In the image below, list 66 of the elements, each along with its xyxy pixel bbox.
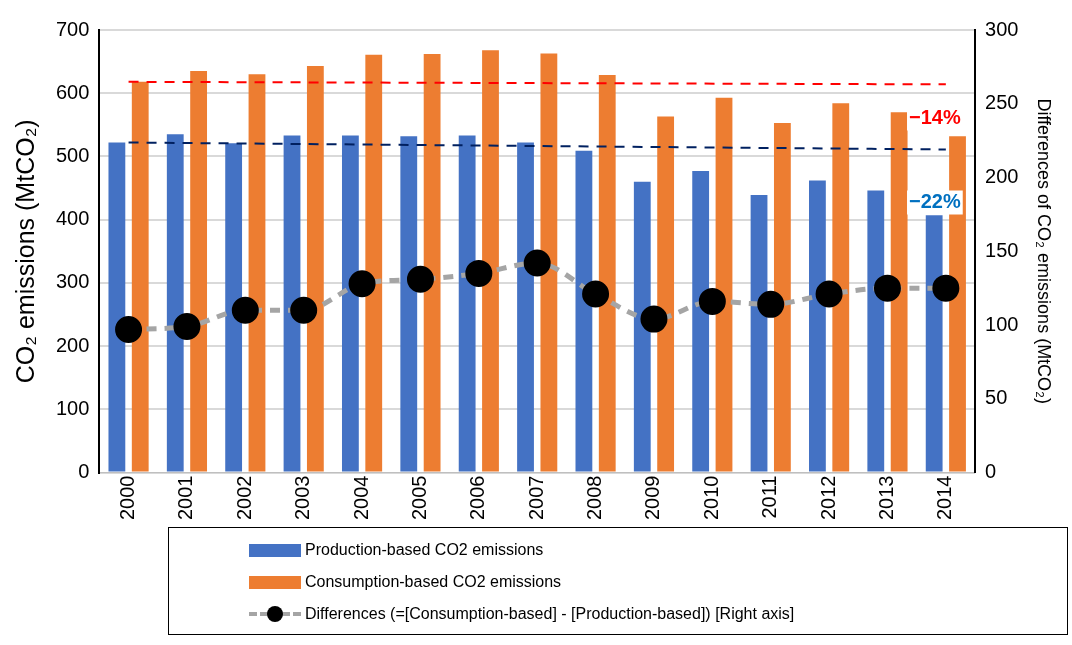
bar <box>166 134 184 472</box>
bar <box>809 180 826 472</box>
bar <box>750 194 768 472</box>
bar <box>190 71 208 472</box>
y2-axis-title: Differences of CO₂ emissions (MtCO₂) <box>1034 98 1055 405</box>
bar <box>715 97 733 472</box>
y2-tick-label: 300 <box>985 17 1019 40</box>
y-tick-label: 400 <box>55 207 90 230</box>
x-tick-label: 2003 <box>291 475 314 521</box>
y-axis-title: CO₂ emissions (MtCO₂) <box>10 119 39 384</box>
bar <box>306 66 324 472</box>
bar <box>283 135 301 472</box>
bar <box>657 116 675 472</box>
bar <box>540 53 558 472</box>
y2-tick-label: 50 <box>985 386 1008 409</box>
y-tick-label: 0 <box>78 460 90 483</box>
bar <box>341 135 359 472</box>
legend-label: Production-based CO2 emissions <box>305 541 544 559</box>
y-tick-label: 600 <box>55 80 90 103</box>
y2-tick-label: 150 <box>985 238 1019 261</box>
bar <box>225 143 243 472</box>
bar <box>482 50 499 472</box>
bar <box>423 54 441 472</box>
y2-tick-label: 0 <box>985 460 997 483</box>
y-tick-label: 100 <box>55 396 90 419</box>
x-tick-label: 2001 <box>174 475 197 521</box>
x-tick-label: 2011 <box>758 475 781 519</box>
bar <box>400 136 418 472</box>
y-tick-label: 300 <box>55 270 90 293</box>
y-tick-label: 200 <box>55 333 90 356</box>
x-tick-label: 2007 <box>524 475 547 521</box>
bar <box>598 74 616 472</box>
bar <box>365 54 383 472</box>
bar <box>517 142 534 472</box>
bar <box>458 135 476 472</box>
annotation: −14% <box>909 106 961 129</box>
legend-label: Consumption-based CO2 emissions <box>305 573 562 591</box>
x-tick-label: 2012 <box>816 475 839 521</box>
y2-tick-label: 250 <box>985 91 1019 114</box>
x-tick-label: 2002 <box>232 475 255 521</box>
bar <box>575 150 593 472</box>
bar <box>867 190 885 472</box>
bar <box>131 81 149 472</box>
x-tick-label: 2014 <box>933 475 956 521</box>
bar <box>832 103 850 472</box>
bar <box>248 74 266 472</box>
x-tick-label: 2009 <box>641 475 664 521</box>
y2-tick-label: 200 <box>985 165 1019 188</box>
bar <box>890 112 908 472</box>
legend-label: Differences (=[Consumption-based] - [Production-based]) [Right axis] <box>305 605 795 623</box>
x-tick-label: 2000 <box>116 475 139 521</box>
y-tick-label: 500 <box>55 143 90 166</box>
annotation: −22% <box>909 190 961 213</box>
bar <box>773 122 791 472</box>
x-tick-label: 2005 <box>407 475 430 521</box>
bar <box>925 215 943 472</box>
y2-tick-label: 100 <box>985 312 1019 335</box>
bar <box>633 181 651 472</box>
x-tick-label: 2010 <box>699 475 722 521</box>
x-tick-label: 2006 <box>466 475 489 521</box>
bar <box>108 142 126 472</box>
x-tick-label: 2013 <box>874 475 897 521</box>
x-tick-label: 2008 <box>583 475 606 521</box>
y-tick-label: 700 <box>55 17 90 40</box>
x-tick-label: 2004 <box>349 475 372 521</box>
bar <box>692 170 710 472</box>
